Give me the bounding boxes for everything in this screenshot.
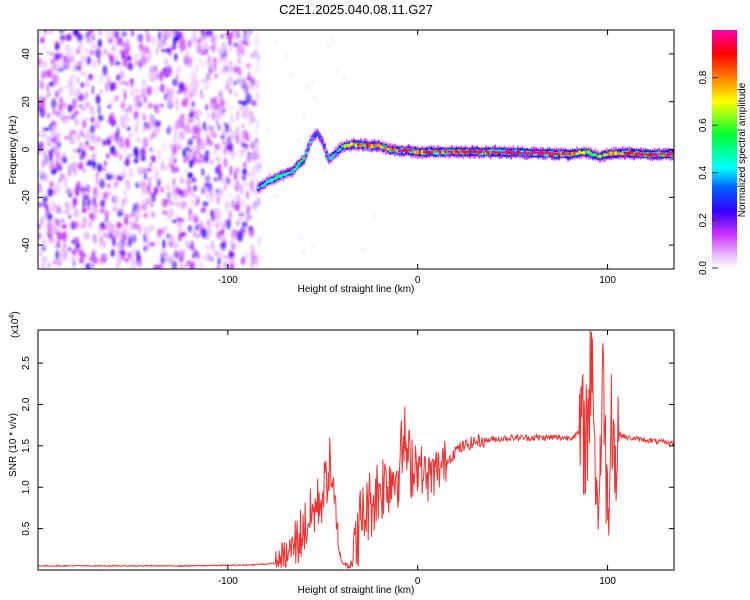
y-tick-label: -40 xyxy=(21,237,32,252)
x-tick-label: 0 xyxy=(415,275,421,286)
colorbar-label: Normalized spectral amplitude xyxy=(737,82,748,217)
x-tick-label: -100 xyxy=(218,275,238,286)
x-tick-label: 0 xyxy=(415,576,421,587)
top-x-axis-label: Height of straight line (km) xyxy=(298,284,415,295)
y-multiplier: (x104) xyxy=(9,311,21,338)
y-multiplier-base: (x10 xyxy=(10,318,21,338)
y-tick-label: 20 xyxy=(21,96,32,108)
y-tick-label: 2.5 xyxy=(21,356,32,370)
y-tick-label: 1.5 xyxy=(21,438,32,452)
bottom-y-axis-label: SNR (10 * v/v) xyxy=(8,413,19,477)
y-tick-label: 0 xyxy=(21,146,32,152)
bottom-y-ticks: 0.5 1.0 1.5 2.0 2.5 xyxy=(21,356,674,536)
spectrogram-noise xyxy=(38,30,382,269)
y-tick-label: -20 xyxy=(21,190,32,205)
top-y-ticks: -40 -20 0 20 40 xyxy=(21,48,674,252)
y-tick-label: 1.0 xyxy=(21,480,32,494)
bottom-x-ticks: -100 0 100 xyxy=(218,330,616,587)
x-tick-label: 100 xyxy=(599,576,616,587)
snr-series xyxy=(38,330,674,569)
colorbar-tick-label: 0.6 xyxy=(698,118,709,132)
y-multiplier-exponent: 4 xyxy=(9,315,16,319)
colorbar-tick-label: 0.4 xyxy=(698,165,709,179)
colorbar-ticks: 0.0 0.2 0.4 0.6 0.8 xyxy=(698,70,718,275)
x-tick-label: 100 xyxy=(599,275,616,286)
top-x-ticks: -100 0 100 xyxy=(218,30,616,286)
colorbar-scale xyxy=(712,30,737,268)
y-tick-label: 2.0 xyxy=(21,397,32,411)
chart-title: C2E1.2025.040.08.11.G27 xyxy=(279,2,433,17)
colorbar-tick-label: 0.8 xyxy=(698,70,709,84)
y-tick-label: 40 xyxy=(21,48,32,60)
colorbar-tick-label: 0.0 xyxy=(698,261,709,275)
snr-line xyxy=(38,330,674,569)
snr-panel: -100 0 100 0.5 1.0 1.5 2.0 2.5 Height of strai… xyxy=(8,311,675,596)
x-tick-label: -100 xyxy=(218,576,238,587)
bottom-x-axis-label: Height of straight line (km) xyxy=(298,585,415,596)
colorbar-tick-label: 0.2 xyxy=(698,213,709,227)
y-tick-label: 0.5 xyxy=(21,521,32,535)
spectrogram-ridge xyxy=(256,127,674,194)
colorbar: 0.0 0.2 0.4 0.6 0.8 Normalized spectral ampl… xyxy=(698,30,748,275)
top-y-axis-label: Frequency (Hz) xyxy=(8,116,19,185)
spectrogram-panel: -100 0 100 -40 -20 0 20 40 Height of straight … xyxy=(8,29,675,295)
snr-frame xyxy=(37,329,675,571)
